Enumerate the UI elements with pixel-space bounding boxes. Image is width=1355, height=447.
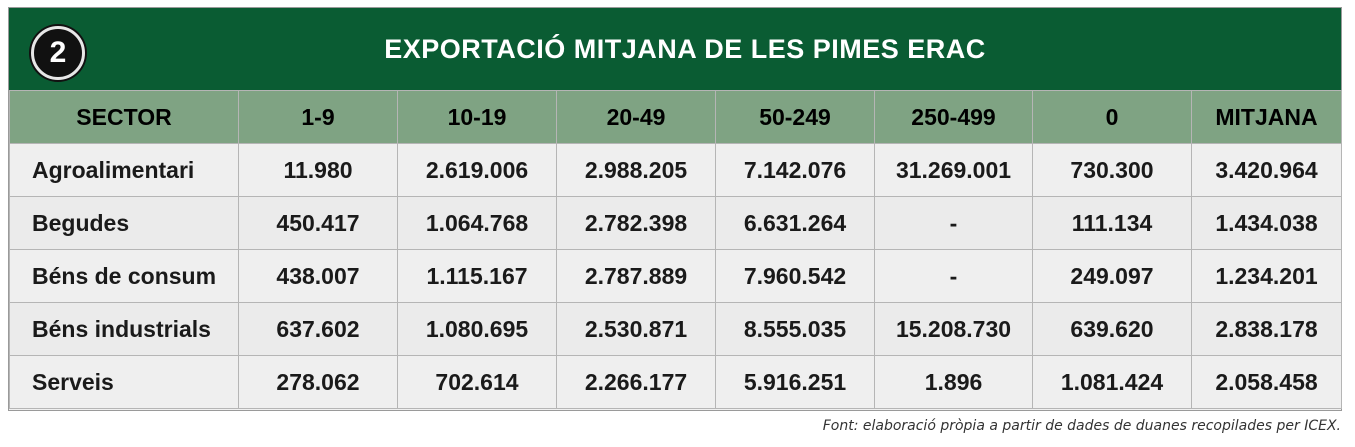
column-header: 50-249 — [715, 90, 875, 144]
table-cell: 1.234.201 — [1191, 249, 1342, 303]
column-header: 0 — [1032, 90, 1192, 144]
table-cell: 2.838.178 — [1191, 302, 1342, 356]
column-header: SECTOR — [9, 90, 239, 144]
sector-cell: Agroalimentari — [9, 143, 239, 197]
table-cell: 1.080.695 — [397, 302, 557, 356]
column-header: 20-49 — [556, 90, 716, 144]
table-cell: 31.269.001 — [874, 143, 1033, 197]
column-header: 1-9 — [238, 90, 398, 144]
table-row: Serveis 278.062 702.614 2.266.177 5.916.… — [9, 355, 1342, 409]
table-cell: 3.420.964 — [1191, 143, 1342, 197]
table-cell: - — [874, 196, 1033, 250]
column-header: 250-499 — [874, 90, 1033, 144]
table-cell: 1.115.167 — [397, 249, 557, 303]
table-cell: 249.097 — [1032, 249, 1192, 303]
table-cell: 2.782.398 — [556, 196, 716, 250]
table-cell: 6.631.264 — [715, 196, 875, 250]
table-row: Begudes 450.417 1.064.768 2.782.398 6.63… — [9, 196, 1342, 250]
table-cell: 2.619.006 — [397, 143, 557, 197]
table-row: Béns industrials 637.602 1.080.695 2.530… — [9, 302, 1342, 356]
sector-cell: Béns industrials — [9, 302, 239, 356]
sector-cell: Serveis — [9, 355, 239, 409]
source-note: Font: elaboració pròpia a partir de dade… — [822, 418, 1341, 434]
table-cell: 2.787.889 — [556, 249, 716, 303]
header-row: SECTOR 1-9 10-19 20-49 50-249 250-499 0 … — [9, 90, 1342, 144]
table-cell: 11.980 — [238, 143, 398, 197]
sector-cell: Béns de consum — [9, 249, 239, 303]
title-bar: 2 EXPORTACIÓ MITJANA DE LES PIMES ERAC — [9, 8, 1341, 90]
table-cell: 7.142.076 — [715, 143, 875, 197]
table-cell: 1.064.768 — [397, 196, 557, 250]
table-cell: 2.988.205 — [556, 143, 716, 197]
table-cell: 278.062 — [238, 355, 398, 409]
table-cell: 637.602 — [238, 302, 398, 356]
table-cell: 438.007 — [238, 249, 398, 303]
table-row: Agroalimentari 11.980 2.619.006 2.988.20… — [9, 143, 1342, 197]
table-cell: 111.134 — [1032, 196, 1192, 250]
table-cell: 2.530.871 — [556, 302, 716, 356]
table-cell: 1.434.038 — [1191, 196, 1342, 250]
table-cell: 2.058.458 — [1191, 355, 1342, 409]
table-cell: 7.960.542 — [715, 249, 875, 303]
table-cell: 2.266.177 — [556, 355, 716, 409]
table-cell: 702.614 — [397, 355, 557, 409]
column-header: 10-19 — [397, 90, 557, 144]
table-title: EXPORTACIÓ MITJANA DE LES PIMES ERAC — [384, 33, 986, 64]
table-panel: 2 EXPORTACIÓ MITJANA DE LES PIMES ERAC S… — [8, 7, 1342, 411]
table-cell: 1.081.424 — [1032, 355, 1192, 409]
table-cell: 15.208.730 — [874, 302, 1033, 356]
sector-cell: Begudes — [9, 196, 239, 250]
table-cell: 5.916.251 — [715, 355, 875, 409]
data-table: SECTOR 1-9 10-19 20-49 50-249 250-499 0 … — [9, 90, 1342, 409]
table-cell: 450.417 — [238, 196, 398, 250]
table-cell: 730.300 — [1032, 143, 1192, 197]
table-cell: - — [874, 249, 1033, 303]
table-cell: 8.555.035 — [715, 302, 875, 356]
table-cell: 639.620 — [1032, 302, 1192, 356]
table-cell: 1.896 — [874, 355, 1033, 409]
number-badge: 2 — [31, 26, 85, 80]
column-header: MITJANA — [1191, 90, 1342, 144]
table-row: Béns de consum 438.007 1.115.167 2.787.8… — [9, 249, 1342, 303]
